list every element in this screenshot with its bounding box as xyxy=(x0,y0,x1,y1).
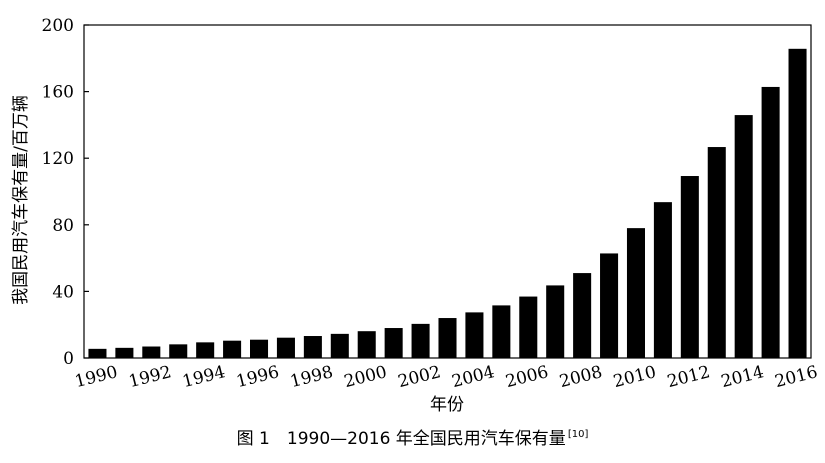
bar-2012 xyxy=(680,176,699,358)
y-axis-label: 我国民用汽车保有量/百万辆 xyxy=(11,95,31,305)
bar-1998 xyxy=(303,336,322,358)
bar-1994 xyxy=(196,342,215,358)
bar-2015 xyxy=(761,86,780,358)
bar-2002 xyxy=(411,323,430,358)
bar-1995 xyxy=(223,340,242,358)
figure-caption: 图 1 1990—2016 年全国民用汽车保有量 [10] xyxy=(0,424,825,449)
bar-2016 xyxy=(788,48,807,359)
bar-1991 xyxy=(115,347,134,358)
bar-2013 xyxy=(707,147,726,358)
bar-2001 xyxy=(384,328,403,358)
y-axis: 0 40 80 120 160 200 xyxy=(42,16,89,369)
y-tick-label-200: 200 xyxy=(42,16,74,36)
bar-2006 xyxy=(519,296,538,358)
bar-2007 xyxy=(546,285,565,358)
x-tick-label-1990: 1990 xyxy=(73,362,120,392)
x-tick-label-2008: 2008 xyxy=(558,362,605,392)
y-tick-label-120: 120 xyxy=(42,149,74,169)
bar-2005 xyxy=(492,305,511,358)
x-tick-label-2006: 2006 xyxy=(504,362,551,392)
x-tick-label-2000: 2000 xyxy=(342,362,389,392)
x-tick-label-2012: 2012 xyxy=(665,362,712,392)
bar-2000 xyxy=(357,331,376,358)
y-tick-label-160: 160 xyxy=(42,83,74,103)
x-tick-label-1994: 1994 xyxy=(181,362,228,392)
y-tick-label-0: 0 xyxy=(63,349,74,369)
x-tick-label-2002: 2002 xyxy=(396,362,443,392)
bars-group xyxy=(88,48,807,359)
caption-text: 图 1 1990—2016 年全国民用汽车保有量 xyxy=(236,429,566,449)
x-tick-label-2010: 2010 xyxy=(611,362,658,392)
x-tick-label-2016: 2016 xyxy=(773,362,820,392)
y-tick-label-40: 40 xyxy=(52,282,74,302)
bar-2011 xyxy=(653,202,672,358)
x-axis-label: 年份 xyxy=(430,395,464,415)
bar-1990 xyxy=(88,348,107,358)
bar-1996 xyxy=(250,339,269,358)
bar-2010 xyxy=(626,228,645,358)
bar-2004 xyxy=(465,312,484,358)
bar-2003 xyxy=(438,318,457,358)
x-tick-label-1992: 1992 xyxy=(127,362,174,392)
y-tick-label-80: 80 xyxy=(52,216,74,236)
x-tick-label-2014: 2014 xyxy=(719,362,766,392)
bar-1993 xyxy=(169,344,188,358)
bar-2008 xyxy=(573,273,592,358)
x-tick-label-1998: 1998 xyxy=(288,362,335,392)
caption-reference: [10] xyxy=(567,429,589,440)
plot-frame xyxy=(83,24,812,359)
x-tick-label-1996: 1996 xyxy=(234,362,281,392)
bar-1992 xyxy=(142,346,161,358)
bar-2014 xyxy=(734,115,753,358)
x-tick-label-2004: 2004 xyxy=(450,362,497,392)
x-axis: 1990 1992 1994 1996 1998 2000 2002 2004 2006 2008… xyxy=(73,354,820,392)
bar-2009 xyxy=(600,253,619,358)
bar-1997 xyxy=(276,337,295,358)
bar-1999 xyxy=(330,333,349,358)
